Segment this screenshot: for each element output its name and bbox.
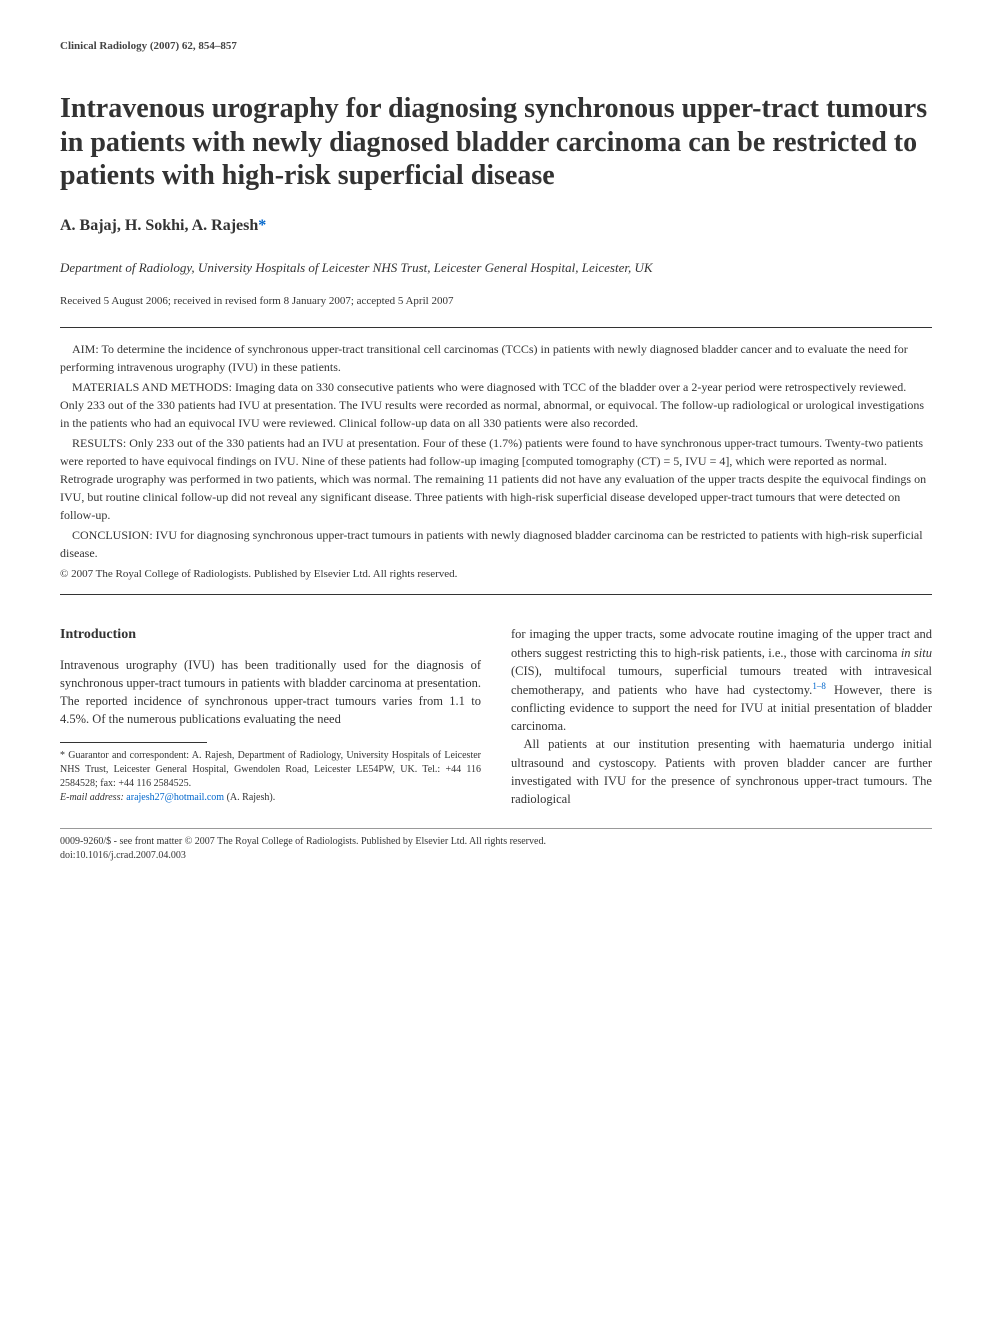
intro-para-1: Intravenous urography (IVU) has been tra… — [60, 656, 481, 729]
article-dates: Received 5 August 2006; received in revi… — [60, 295, 932, 307]
abstract-copyright: © 2007 The Royal College of Radiologists… — [60, 566, 932, 583]
article-title: Intravenous urography for diagnosing syn… — [60, 92, 932, 193]
author-names: A. Bajaj, H. Sokhi, A. Rajesh — [60, 217, 258, 234]
footnote-email-line: E-mail address: arajesh27@hotmail.com (A… — [60, 791, 481, 805]
abstract-results: RESULTS: Only 233 out of the 330 patient… — [60, 434, 932, 524]
abstract-block: AIM: To determine the incidence of synch… — [60, 340, 932, 583]
footer-doi: doi:10.1016/j.crad.2007.04.003 — [60, 849, 932, 863]
in-situ-italic: in situ — [901, 646, 932, 660]
intro-para-2: for imaging the upper tracts, some advoc… — [511, 625, 932, 735]
body-columns: Introduction Intravenous urography (IVU)… — [60, 625, 932, 807]
email-link[interactable]: arajesh27@hotmail.com — [126, 792, 224, 803]
right-column: for imaging the upper tracts, some advoc… — [511, 625, 932, 807]
journal-header: Clinical Radiology (2007) 62, 854–857 — [60, 40, 932, 52]
separator-rule — [60, 327, 932, 328]
abstract-aim: AIM: To determine the incidence of synch… — [60, 340, 932, 376]
abstract-conclusion: CONCLUSION: IVU for diagnosing synchrono… — [60, 526, 932, 562]
citation-refs[interactable]: 1–8 — [812, 681, 826, 691]
authors-line: A. Bajaj, H. Sokhi, A. Rajesh* — [60, 217, 932, 235]
affiliation: Department of Radiology, University Hosp… — [60, 259, 932, 277]
corresponding-author-footnote: * Guarantor and correspondent: A. Rajesh… — [60, 749, 481, 805]
footnote-rule — [60, 742, 207, 743]
intro-text: for imaging the upper tracts, some advoc… — [511, 627, 932, 659]
left-column: Introduction Intravenous urography (IVU)… — [60, 625, 481, 807]
footer-copyright: 0009-9260/$ - see front matter © 2007 Th… — [60, 835, 932, 849]
email-attribution: (A. Rajesh). — [227, 792, 276, 803]
corresponding-author-marker: * — [258, 217, 266, 234]
separator-rule — [60, 594, 932, 595]
abstract-methods: MATERIALS AND METHODS: Imaging data on 3… — [60, 378, 932, 432]
email-label: E-mail address: — [60, 792, 124, 803]
footer-rule — [60, 828, 932, 829]
introduction-heading: Introduction — [60, 625, 481, 645]
intro-para-3: All patients at our institution presenti… — [511, 735, 932, 808]
footnote-guarantor: * Guarantor and correspondent: A. Rajesh… — [60, 749, 481, 791]
